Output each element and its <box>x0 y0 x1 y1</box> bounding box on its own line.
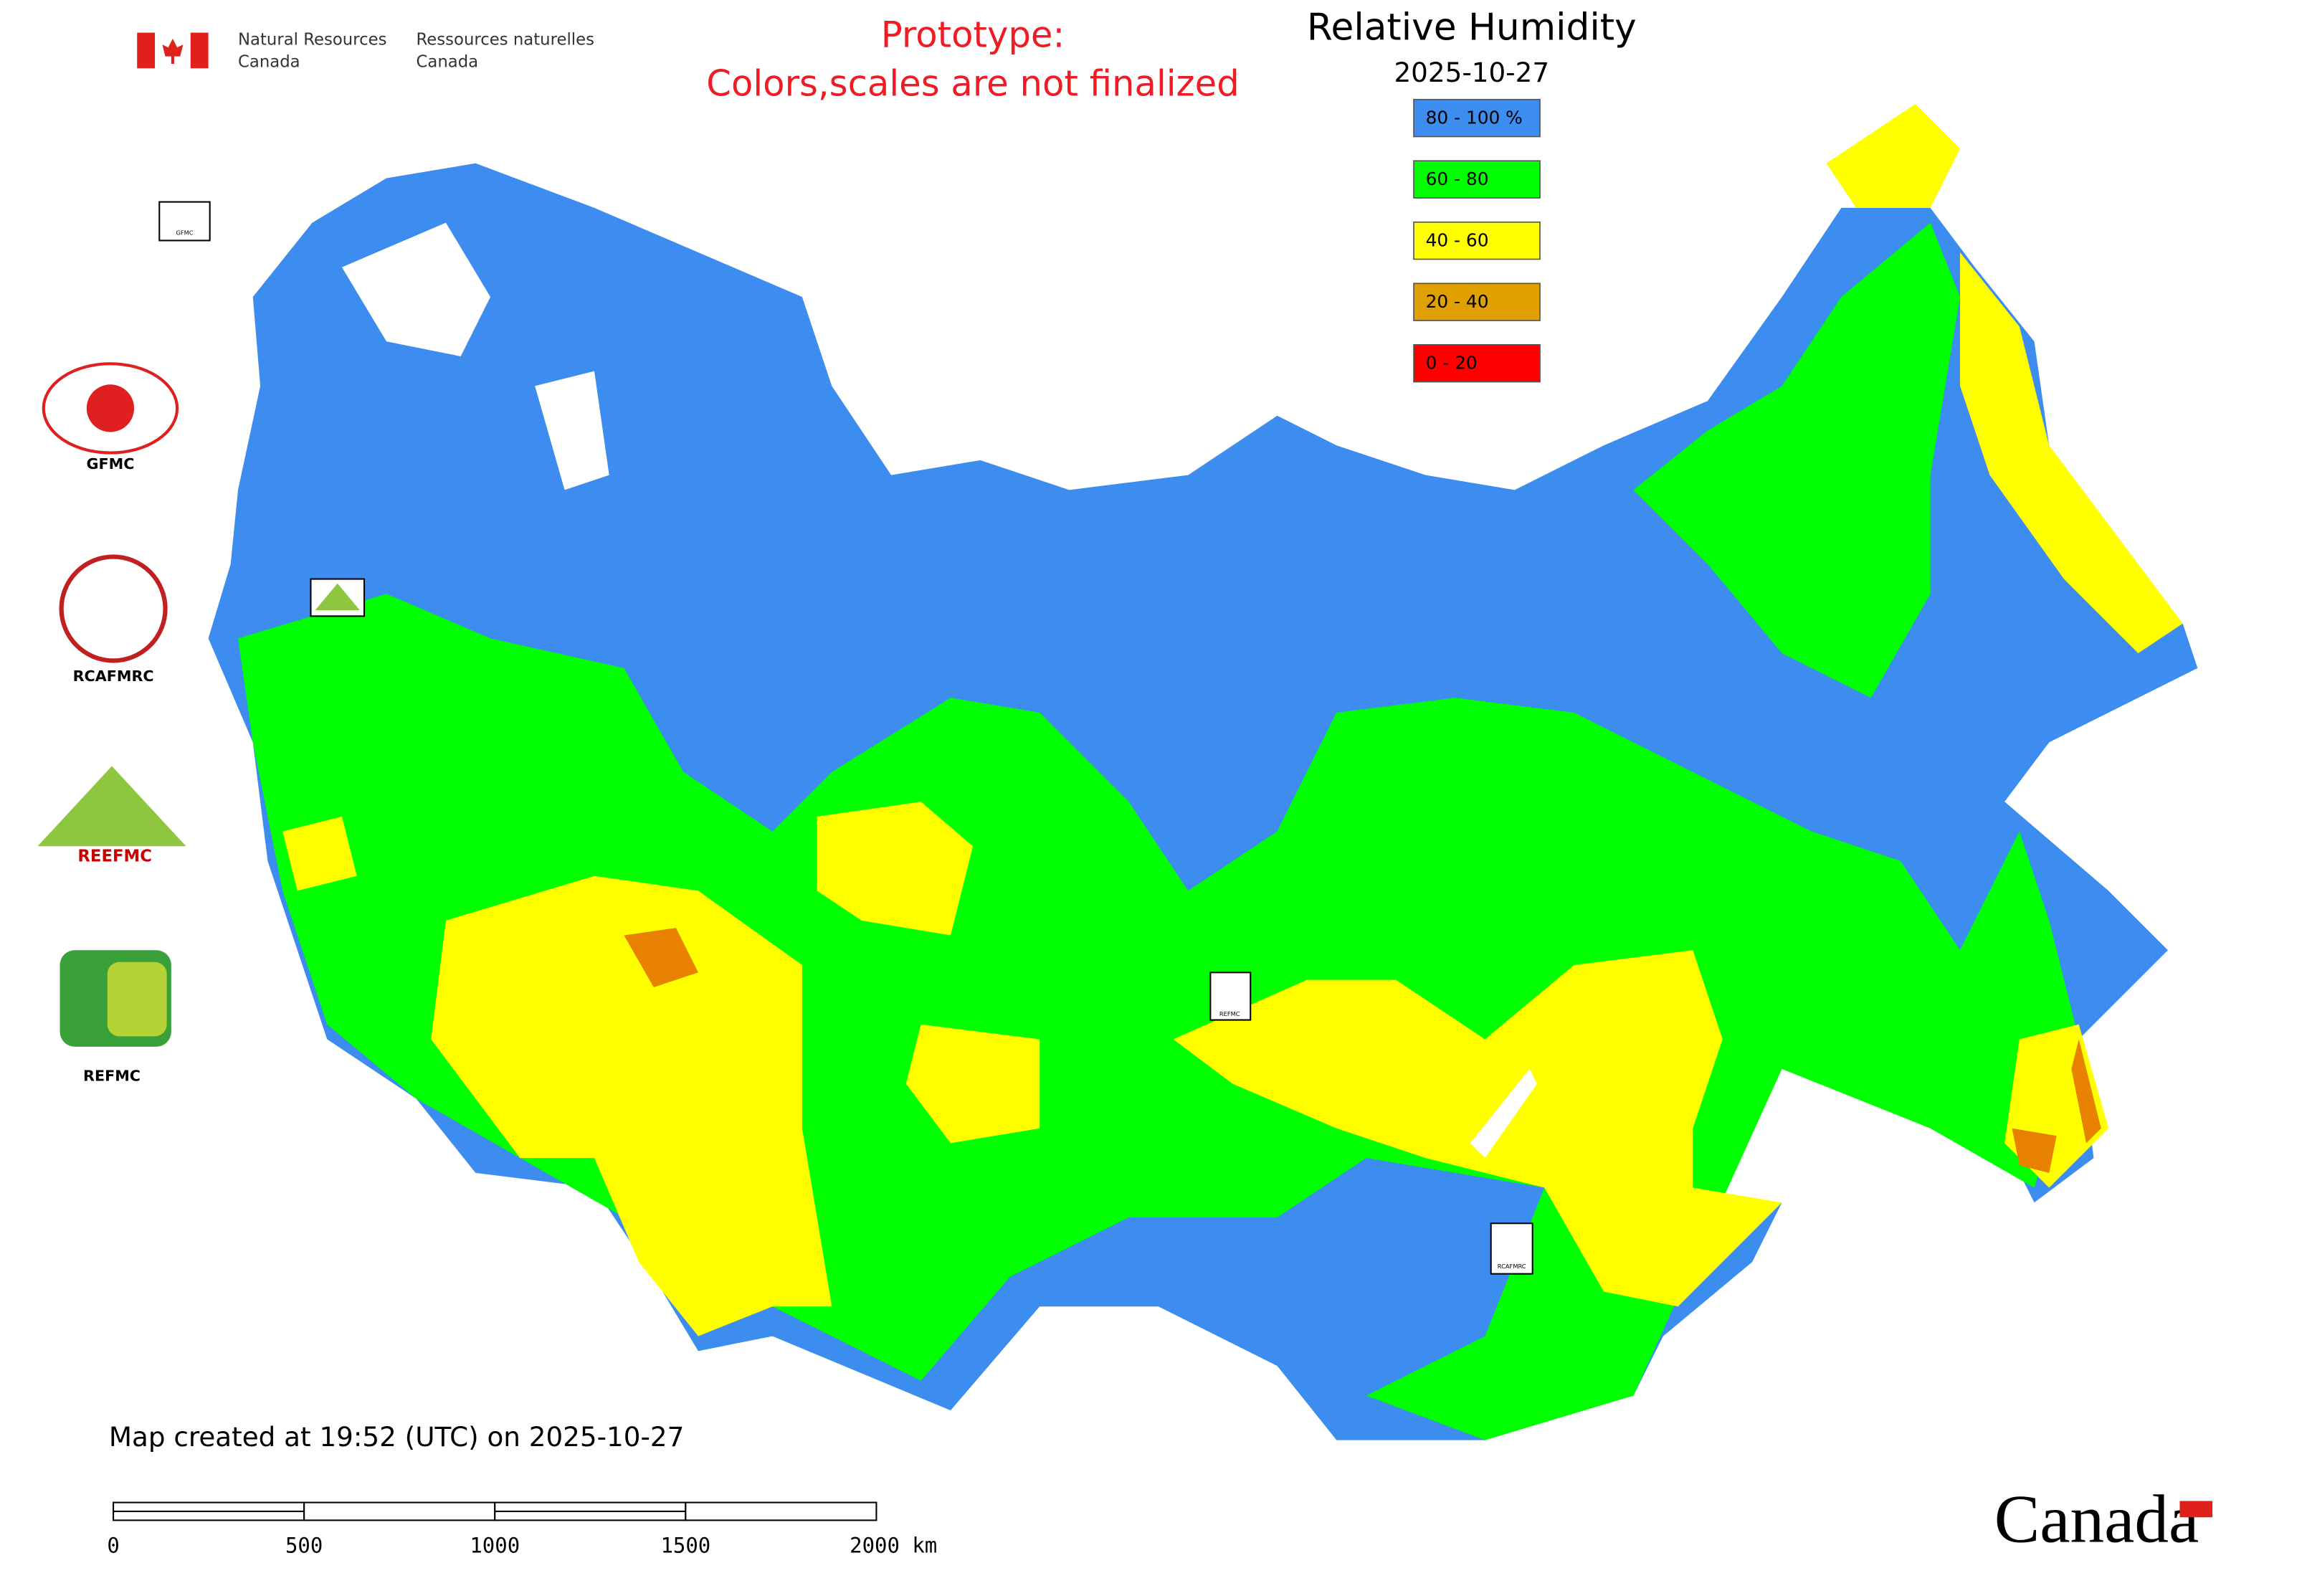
region-20-40 <box>2071 1039 2101 1144</box>
region-40-60 <box>431 875 832 1336</box>
nrcan-signature: Natural Resources Canada Ressources natu… <box>137 30 594 71</box>
scale-label: 500 <box>285 1534 323 1558</box>
region-40-60 <box>1173 950 1782 1307</box>
flag-bar <box>137 32 156 69</box>
agency-en: Canada <box>238 52 300 71</box>
marker-label: REFMC <box>1219 1010 1240 1017</box>
scale-label: 1500 <box>660 1534 710 1558</box>
humidity-map <box>208 103 2198 1440</box>
prototype-note: Colors,scales are not finalized <box>706 63 1239 105</box>
rcafmrc-logo <box>59 554 168 663</box>
scale-segment <box>685 1501 877 1521</box>
gfmc-logo <box>42 362 179 455</box>
scale-label: 0 <box>107 1534 119 1558</box>
legend-swatch <box>1413 160 1541 199</box>
agency-en: Natural Resources <box>238 30 386 49</box>
map-date: 2025-10-27 <box>1394 57 1549 88</box>
legend-label: 0 - 20 <box>1426 353 1478 374</box>
legend-label: 80 - 100 % <box>1426 108 1523 128</box>
agency-fr: Ressources naturelles <box>417 30 594 49</box>
region-40-60 <box>905 1024 1040 1144</box>
legend-label: 20 - 40 <box>1426 291 1489 312</box>
gfmc-logo <box>86 384 135 432</box>
map-created-note: Map created at 19:52 (UTC) on 2025-10-27 <box>109 1421 684 1453</box>
logo-label: GFMC <box>86 455 134 472</box>
legend-label: 40 - 60 <box>1426 230 1489 251</box>
maple-leaf <box>162 38 184 65</box>
map-marker <box>158 201 211 242</box>
scale-bar: 0 500 1000 1500 2000 km <box>107 1501 937 1558</box>
agency-fr: Canada <box>417 52 479 71</box>
scale-label: 1000 <box>470 1534 520 1558</box>
map-title: Relative Humidity <box>1307 6 1637 49</box>
legend-swatch <box>1413 343 1541 383</box>
logos: GFMC RCAFMRC REEFMC REFMC GFMC REFMC RCA… <box>37 201 1533 1275</box>
wordmark-flag <box>2179 1501 2213 1518</box>
legend-label: 60 - 80 <box>1426 168 1489 189</box>
map-marker-icon <box>315 583 360 611</box>
prototype-note: Prototype: <box>881 14 1065 55</box>
legend: 80 - 100 % 60 - 80 40 - 60 20 - 40 0 - 20 <box>1413 98 1541 383</box>
marker-label: GFMC <box>176 229 193 237</box>
marker-label: RCAFMRC <box>1498 1263 1526 1270</box>
map-marker <box>1209 972 1252 1021</box>
region-40-60 <box>282 816 357 891</box>
logo-text: REEFMC <box>77 847 152 865</box>
logo-label: RCAFMRC <box>73 668 154 685</box>
region-40-60 <box>1826 103 1961 208</box>
flag-bar <box>190 32 209 69</box>
region-20-40 <box>2012 1128 2057 1173</box>
reefmc-logo <box>37 766 186 847</box>
canada-wordmark: Canada <box>1994 1481 2199 1557</box>
map-marker <box>1490 1222 1533 1275</box>
legend-swatch <box>1413 98 1541 138</box>
legend-swatch <box>1413 282 1541 321</box>
region-20-40 <box>624 928 698 988</box>
scale-segment <box>303 1501 496 1521</box>
region-40-60 <box>1960 252 2183 654</box>
lake-baikal <box>1470 1068 1537 1159</box>
refmc-logo <box>107 961 167 1037</box>
region-40-60 <box>817 802 974 936</box>
scale-label: 2000 km <box>850 1534 937 1558</box>
region-60-80 <box>1633 222 1961 698</box>
logo-label: REFMC <box>83 1067 141 1084</box>
legend-swatch <box>1413 221 1541 260</box>
water <box>341 222 609 490</box>
